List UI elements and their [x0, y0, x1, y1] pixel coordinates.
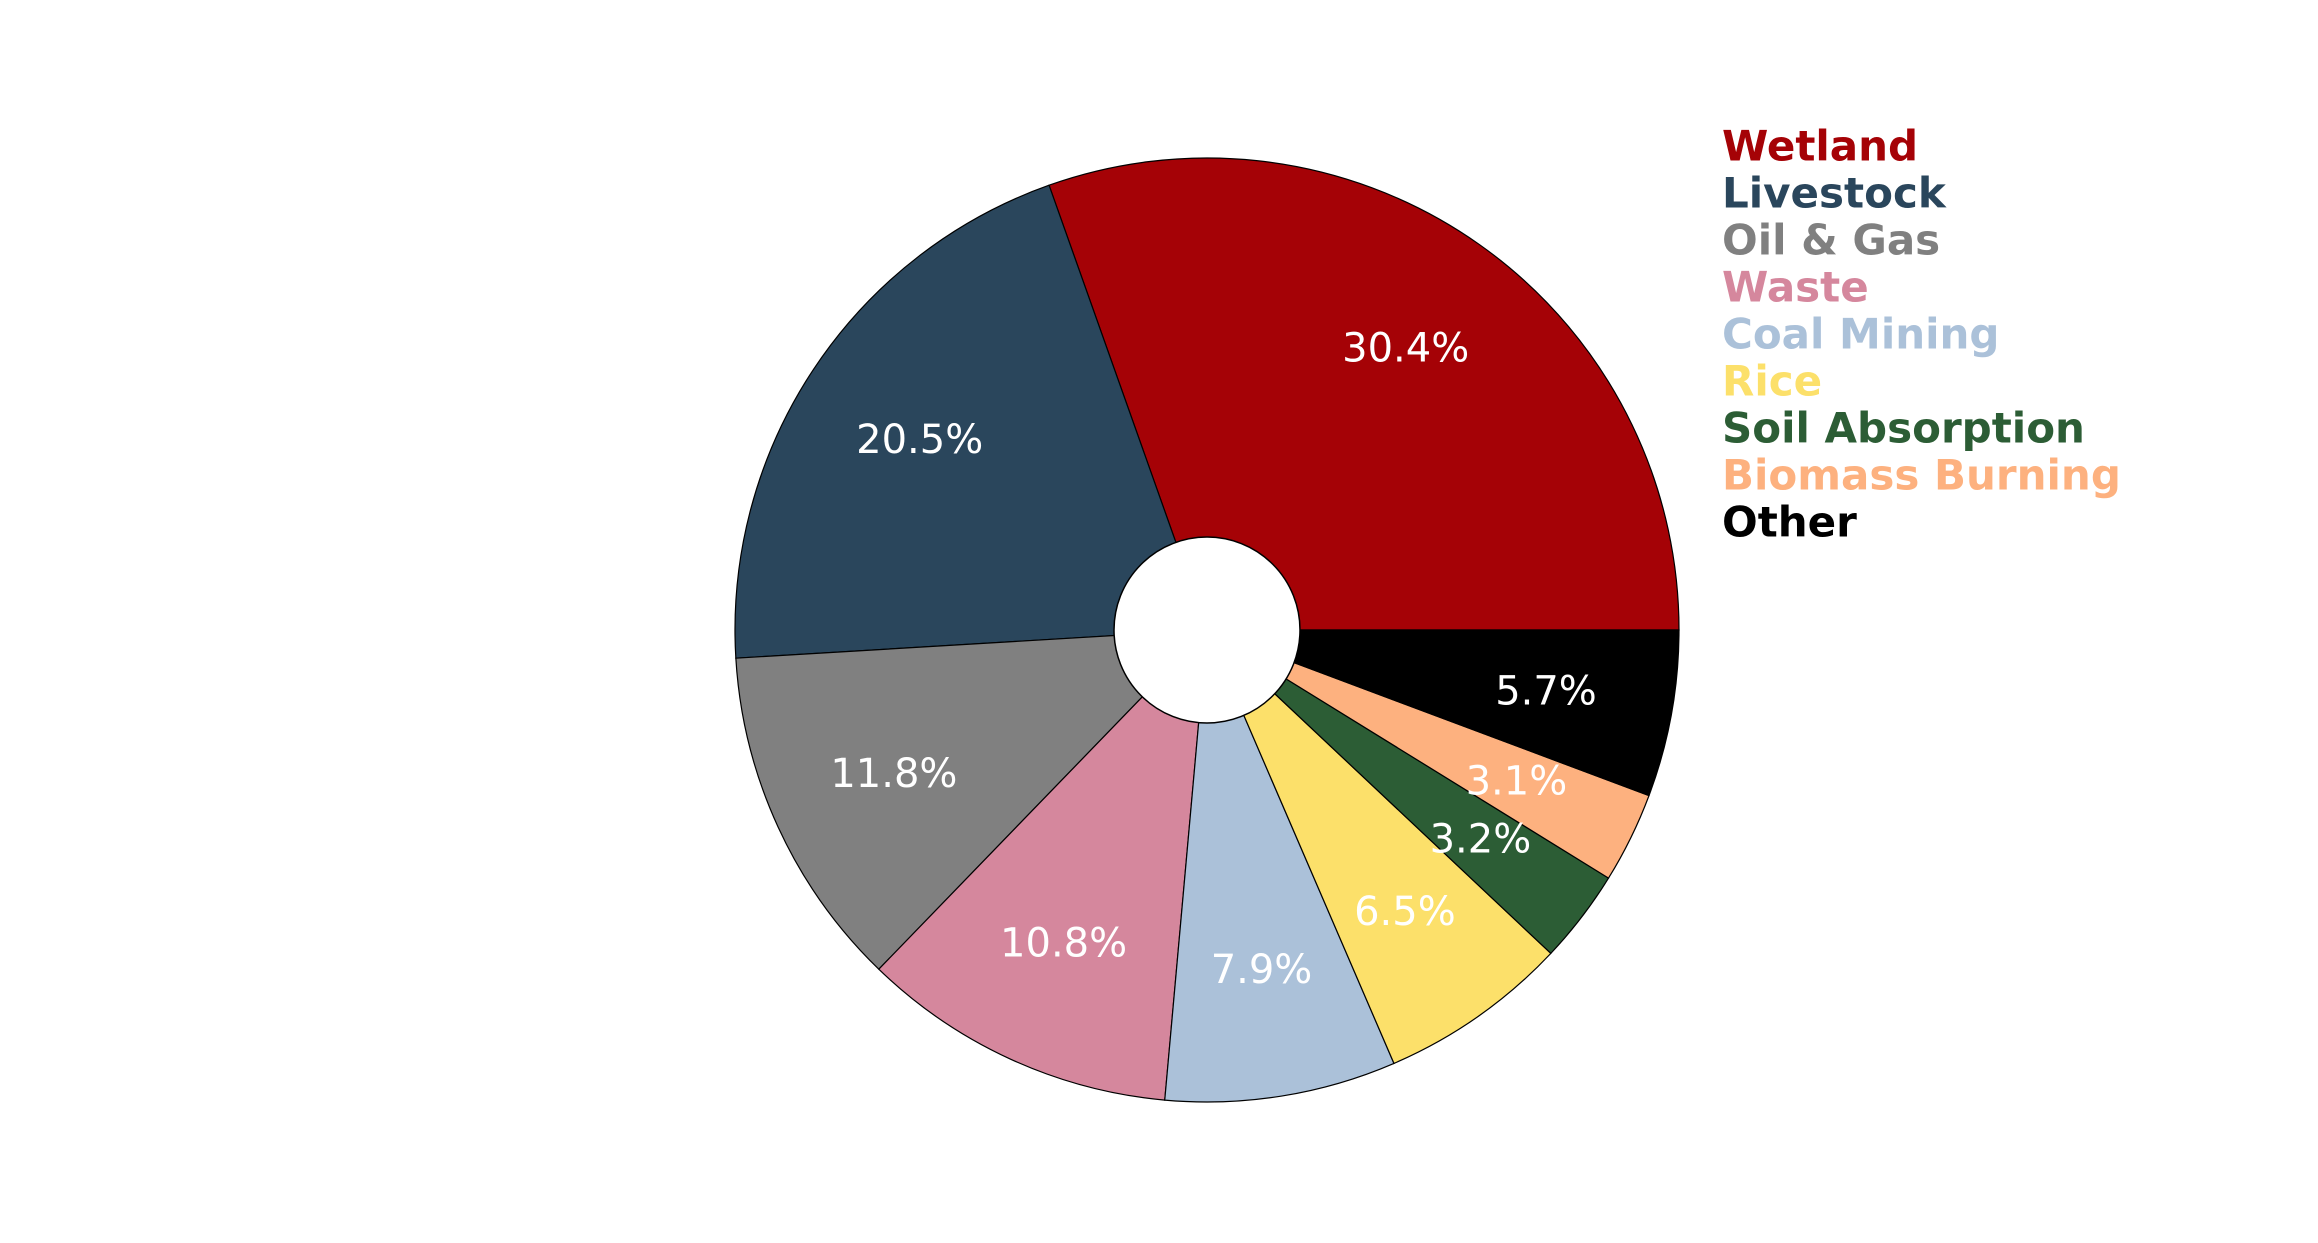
slice-other: [1206, 629, 1680, 797]
legend-entry-other: Other: [1722, 498, 1857, 547]
slice-coal-mining: [1164, 629, 1395, 1103]
slice-livestock: [734, 184, 1208, 659]
legend-entry-biomass-burning: Biomass Burning: [1722, 451, 2121, 500]
legend-entry-waste: Waste: [1722, 263, 1869, 312]
pie-slices: [734, 157, 1680, 1103]
slice-label-rice: 6.5%: [1354, 889, 1456, 935]
slice-rice: [1206, 629, 1552, 1065]
slice-label-waste: 10.8%: [1000, 920, 1127, 966]
legend-entry-wetland: Wetland: [1722, 122, 1918, 171]
legend-entry-coal-mining: Coal Mining: [1722, 310, 2000, 359]
legend-entry-rice: Rice: [1722, 357, 1822, 406]
slice-label-coal-mining: 7.9%: [1211, 947, 1313, 993]
legend-entry-oil-and-gas: Oil & Gas: [1722, 216, 1940, 265]
slice-wetland: [1048, 157, 1680, 631]
slice-waste: [877, 628, 1208, 1101]
slice-oil-and-gas: [735, 629, 1209, 971]
slice-label-livestock: 20.5%: [856, 417, 983, 463]
donut-center-hole: [1113, 536, 1301, 724]
slice-labels: 30.4% 20.5% 11.8% 10.8% 7.9% 6.5% 3.2% 3.1% 5.7%: [830, 326, 1596, 994]
legend-entry-livestock: Livestock: [1722, 169, 1947, 218]
slice-label-other: 5.7%: [1495, 668, 1597, 714]
slice-label-biomass-burning: 3.1%: [1466, 759, 1568, 805]
slice-label-wetland: 30.4%: [1342, 326, 1469, 372]
slice-label-soil-absorption: 3.2%: [1430, 817, 1532, 863]
legend-entry-soil-absorption: Soil Absorption: [1722, 404, 2085, 453]
slice-label-oil-and-gas: 11.8%: [830, 751, 957, 797]
